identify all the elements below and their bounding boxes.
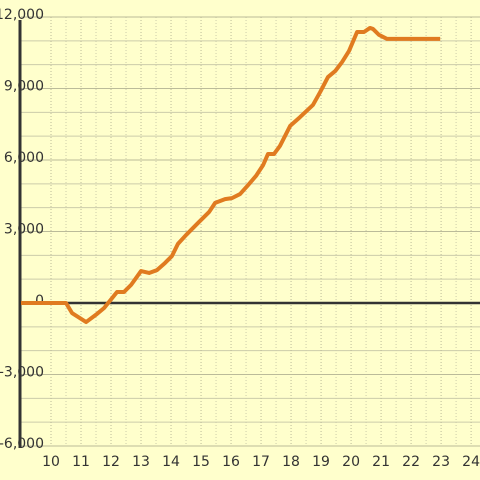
y-tick-label: -3,000 <box>0 365 44 381</box>
data-line <box>21 25 441 325</box>
x-tick-label: 12 <box>102 454 120 470</box>
x-tick-label: 22 <box>402 454 420 470</box>
x-tick-label: 19 <box>312 454 330 470</box>
x-tick-label: 15 <box>192 454 210 470</box>
x-tick-label: 20 <box>342 454 360 470</box>
x-tick-label: 11 <box>72 454 90 470</box>
x-tick-label: 17 <box>252 454 270 470</box>
y-tick-label: -6,000 <box>0 436 44 452</box>
y-tick-label: 12,000 <box>0 7 44 23</box>
y-tick-label: 3,000 <box>4 222 44 238</box>
x-tick-label: 10 <box>42 454 60 470</box>
y-tick-label: 6,000 <box>4 150 44 166</box>
x-tick-label: 23 <box>432 454 450 470</box>
x-tick-label: 14 <box>162 454 180 470</box>
x-tick-label: 21 <box>372 454 390 470</box>
x-tick-label: 24 <box>462 454 480 470</box>
x-tick-label: 13 <box>132 454 150 470</box>
x-tick-label: 16 <box>222 454 240 470</box>
x-tick-label: 18 <box>282 454 300 470</box>
y-tick-label: 9,000 <box>4 79 44 95</box>
